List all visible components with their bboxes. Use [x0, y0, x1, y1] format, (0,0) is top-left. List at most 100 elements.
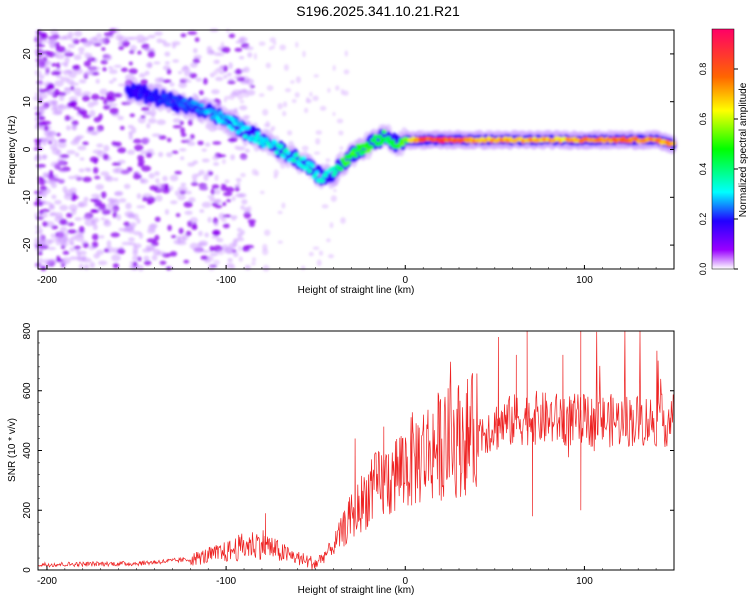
spectrogram-noise-blob	[200, 185, 209, 191]
spectrogram-noise-blob	[78, 47, 85, 52]
spectrogram-ridge-core	[218, 110, 224, 116]
spectrogram-noise-blob	[98, 260, 108, 266]
spectrogram-ridge-core	[368, 145, 374, 150]
spectrogram-ridge-core	[150, 97, 156, 103]
chart-title: S196.2025.341.10.21.R21	[296, 3, 460, 19]
spectrogram-noise-blob	[128, 68, 138, 75]
spectrogram-noise-blob	[82, 114, 91, 119]
spectrogram-noise-blob	[241, 199, 248, 205]
spectrogram-y-ticks: -20 -10 0 10 20	[22, 48, 674, 252]
spectrogram-noise-blob	[134, 144, 144, 152]
spectrogram-noise-blob	[158, 135, 167, 140]
spectrogram-noise-blob	[136, 193, 142, 200]
spectrogram-noise-blob	[199, 209, 205, 213]
spectrogram-noise-blob	[74, 136, 82, 141]
spectrogram-noise-blob	[132, 255, 140, 261]
spectrogram-ridge-core	[199, 103, 205, 108]
spectrogram-noise-blob	[240, 205, 245, 210]
spectrogram-noise-blob	[234, 186, 240, 192]
spectrogram-noise-blob	[305, 97, 310, 103]
spectrogram-noise-blob	[312, 246, 320, 250]
spectrogram-ridge-core	[166, 98, 172, 103]
spectrogram-noise-blob	[72, 87, 82, 95]
spectrogram-noise-blob	[56, 149, 62, 157]
spectrogram-noise-blob	[38, 88, 47, 93]
spectrogram-ridge-core	[258, 136, 264, 141]
spectrogram-noise-blob	[105, 176, 114, 182]
spectrogram-noise-blob	[59, 168, 68, 173]
spectrogram-ridge-core	[357, 146, 363, 151]
spectrogram-noise-blob	[82, 40, 93, 48]
spectrogram-noise-blob	[106, 202, 114, 210]
spectrogram-noise-blob	[69, 247, 75, 252]
spectrogram-noise-blob	[147, 200, 153, 205]
spectrogram-noise-blob	[128, 213, 135, 219]
spectrogram-noise-blob	[55, 75, 63, 79]
spectrogram-noise-blob	[174, 170, 182, 175]
spectrogram-noise-blob	[174, 190, 180, 196]
spectrogram-noise-blob	[177, 194, 186, 201]
spectrogram-noise-blob	[69, 82, 79, 86]
spectrogram-noise-blob	[154, 171, 160, 176]
spectrogram-noise-blob	[212, 141, 222, 145]
spectrogram-noise-blob	[67, 43, 76, 49]
spectrogram-noise-blob	[103, 248, 110, 253]
snr-x-label: Height of straight line (km)	[298, 585, 415, 596]
spectrogram-noise-blob	[82, 176, 92, 183]
spectrogram-noise-blob	[277, 210, 283, 215]
spectrogram-noise-blob	[243, 46, 254, 51]
spectrogram-noise-blob	[82, 215, 92, 221]
spectrogram-noise-blob	[211, 89, 220, 95]
spectrogram-noise-blob	[54, 199, 62, 205]
spectrogram-noise-blob	[51, 225, 59, 230]
spectrogram-noise-blob	[238, 256, 243, 263]
snr-y-tick-label: 600	[22, 382, 33, 399]
spectrogram-noise-blob	[304, 107, 309, 114]
spectrogram-noise-blob	[78, 51, 85, 55]
spectrogram-noise-blob	[249, 221, 255, 228]
spectrogram-noise-blob	[216, 154, 227, 158]
spectrogram-noise-blob	[235, 68, 243, 75]
spectrogram-noise-blob	[55, 53, 65, 60]
spectrogram-noise-blob	[145, 152, 153, 158]
spectrogram-noise-blob	[64, 56, 70, 64]
spectrogram-noise-blob	[138, 73, 146, 78]
spectrogram-noise-blob	[120, 67, 128, 73]
spectrogram-noise-blob	[265, 120, 271, 128]
spectrogram-noise-blob	[90, 217, 100, 223]
spectrogram-noise-blob	[82, 242, 89, 248]
spectrogram-x-ticks: -200 -100 0 100	[37, 265, 675, 286]
spectrogram-noise-blob	[128, 237, 135, 242]
snr-x-ticks: -200 -100 0 100	[37, 566, 675, 587]
spectrogram-noise-blob	[133, 231, 142, 236]
spectrogram-noise-blob	[281, 202, 286, 209]
snr-series-line	[37, 330, 675, 570]
spectrogram-ridge-core	[364, 141, 370, 147]
spectrogram-noise-blob	[89, 110, 96, 117]
spectrogram-noise-blob	[156, 251, 166, 256]
spectrogram-noise-blob	[148, 173, 155, 179]
spectrogram-ridge-core	[170, 102, 176, 107]
spectrogram-noise-blob	[83, 196, 89, 203]
spectrogram-noise-blob	[190, 134, 195, 140]
spectrogram-noise-blob	[98, 37, 106, 42]
spectrogram-noise-blob	[101, 47, 106, 51]
spectrogram-noise-blob	[227, 80, 236, 85]
spectrogram-noise-blob	[223, 74, 228, 79]
spectrogram-noise-blob	[111, 162, 122, 166]
spectrogram-noise-blob	[198, 230, 203, 237]
spectrogram-noise-blob	[207, 216, 212, 223]
spectrogram-ridge-core	[254, 135, 260, 140]
spectrogram-noise-blob	[180, 132, 187, 137]
spectrogram-noise-blob	[113, 64, 122, 68]
spectrogram-noise-blob	[147, 34, 156, 39]
spectrogram-noise-blob	[164, 209, 170, 215]
spectrogram-noise-blob	[83, 60, 91, 67]
spectrogram-noise-blob	[163, 42, 171, 47]
spectrogram-noise-blob	[321, 204, 329, 209]
spectrogram-noise-blob	[240, 172, 246, 178]
spectrogram-noise-blob	[102, 55, 111, 61]
spectrogram-noise-blob	[51, 63, 57, 67]
spectrogram-noise-blob	[177, 186, 188, 193]
spectrogram-noise-blob	[130, 36, 138, 41]
